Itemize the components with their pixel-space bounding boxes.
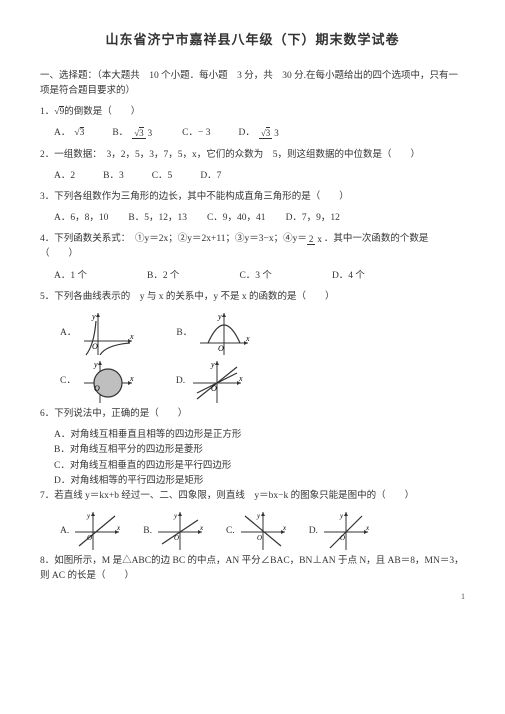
svg-text:x: x [116, 524, 121, 532]
q7-D-label: D. [309, 524, 318, 539]
svg-text:y: y [91, 312, 96, 321]
q6-A: A．对角线互相垂直且相等的四边形是正方形 [54, 428, 465, 443]
q7-row: A. x y O B. x y O C. x y O D. [60, 510, 465, 552]
q4-text: 4．下列函数关系式： ①y＝2x；②y＝2x+11；③y＝3−x；④y＝2x．其… [40, 232, 465, 262]
svg-text:x: x [199, 524, 204, 532]
graph-q5-B: x y O [196, 311, 252, 357]
section-header: 一、选择题：（本大题共 10 个小题．每小题 3 分，共 30 分.在每小题给出… [40, 69, 465, 99]
q6-D: D．对角线相等的平行四边形是矩形 [54, 474, 465, 489]
svg-text:O: O [340, 534, 345, 542]
graph-q5-D: x y O [189, 359, 245, 405]
svg-text:O: O [257, 534, 262, 542]
svg-text:y: y [93, 360, 98, 369]
q7-A-label: A. [60, 524, 69, 539]
svg-text:y: y [86, 512, 91, 520]
svg-text:x: x [129, 374, 134, 383]
q6-B: B．对角线互相平分的四边形是菱形 [54, 443, 465, 458]
q4-D: D．4 个 [332, 269, 365, 284]
q5-row2: C． x y O D. x y O [60, 359, 465, 405]
q2-D: D．7 [200, 169, 221, 184]
svg-text:y: y [173, 512, 178, 520]
q1-A: A． √3 [54, 126, 84, 141]
graph-q5-C: x y O [80, 359, 136, 405]
q7-C-label: C. [226, 524, 235, 539]
q4-C: C．3 个 [239, 269, 271, 284]
q2-opts: A．2 B．3 C．5 D．7 [54, 169, 465, 184]
q2-C: C．5 [152, 169, 173, 184]
q2-text: 2．一组数据： 3，2，5，3，7，5，x，它们的众数为 5，则这组数据的中位数… [40, 148, 465, 163]
page-number: 1 [40, 591, 465, 604]
svg-text:x: x [365, 524, 370, 532]
svg-text:O: O [94, 384, 100, 393]
q8-text: 8．如图所示，M 是△ABC的边 BC 的中点，AN 平分∠BAC，BN⊥AN … [40, 554, 465, 584]
graph-q7-C: x y O [239, 510, 289, 552]
graph-q7-B: x y O [156, 510, 206, 552]
svg-text:y: y [210, 360, 215, 369]
graph-q7-A: x y O [73, 510, 123, 552]
q5-row1: A． x y O B． x y O [60, 311, 465, 357]
q7-B-label: B. [143, 524, 152, 539]
q6-opts: A．对角线互相垂直且相等的四边形是正方形 B．对角线互相平分的四边形是菱形 C．… [54, 428, 465, 489]
svg-text:O: O [174, 534, 179, 542]
svg-text:O: O [218, 344, 224, 353]
q3-opts: A．6，8，10 B．5，12，13 C．9，40，41 D．7，9，12 [54, 211, 465, 226]
svg-text:O: O [211, 384, 217, 393]
q2-B: B．3 [103, 169, 124, 184]
q7-text: 7．若直线 y＝kx+b 经过一、二、四象限，则直线 y＝bx−k 的图象只能是… [40, 489, 465, 504]
svg-text:x: x [282, 524, 287, 532]
q4-B: B．2 个 [147, 269, 179, 284]
svg-text:y: y [217, 312, 222, 321]
graph-q7-D: x y O [322, 510, 372, 552]
q6-C: C．对角线互相垂直的四边形是平行四边形 [54, 459, 465, 474]
q5-C-label: C． [60, 374, 76, 389]
svg-text:x: x [245, 334, 250, 343]
q4-A: A．1 个 [54, 269, 87, 284]
q5-text: 5．下列各曲线表示的 y 与 x 的关系中，y 不是 x 的函数的是（ ） [40, 290, 465, 305]
q2-A: A．2 [54, 169, 75, 184]
q4-opts: A．1 个 B．2 个 C．3 个 D．4 个 [54, 269, 465, 284]
q5-A-label: A． [60, 326, 76, 341]
q3-A: A．6，8，10 [54, 211, 108, 226]
svg-text:y: y [256, 512, 261, 520]
svg-text:x: x [129, 332, 134, 341]
svg-text:O: O [92, 342, 98, 351]
q3-C: C．9，40，41 [207, 211, 266, 226]
q3-B: B．5，12，13 [128, 211, 187, 226]
svg-text:O: O [87, 534, 92, 542]
q5-B-label: B． [176, 326, 192, 341]
page-title: 山东省济宁市嘉祥县八年级（下）期末数学试卷 [40, 30, 465, 51]
svg-text:x: x [238, 374, 243, 383]
q3-text: 3．下列各组数作为三角形的边长，其中不能构成直角三角形的是（ ） [40, 190, 465, 205]
q3-D: D．7，9，12 [286, 211, 340, 226]
q1-B: B． √33 [112, 126, 154, 141]
q6-text: 6．下列说法中，正确的是（ ） [40, 407, 465, 422]
q1-C: C．− 3 [182, 126, 210, 141]
q1-text: 1．√9的倒数是（ ） [40, 105, 465, 120]
graph-q5-A: x y O [80, 311, 136, 357]
q1-D: D． √33 [238, 126, 280, 141]
svg-text:y: y [339, 512, 344, 520]
q1-opts: A． √3 B． √33 C．− 3 D． √33 [54, 126, 465, 141]
q5-D-label: D. [176, 374, 185, 389]
